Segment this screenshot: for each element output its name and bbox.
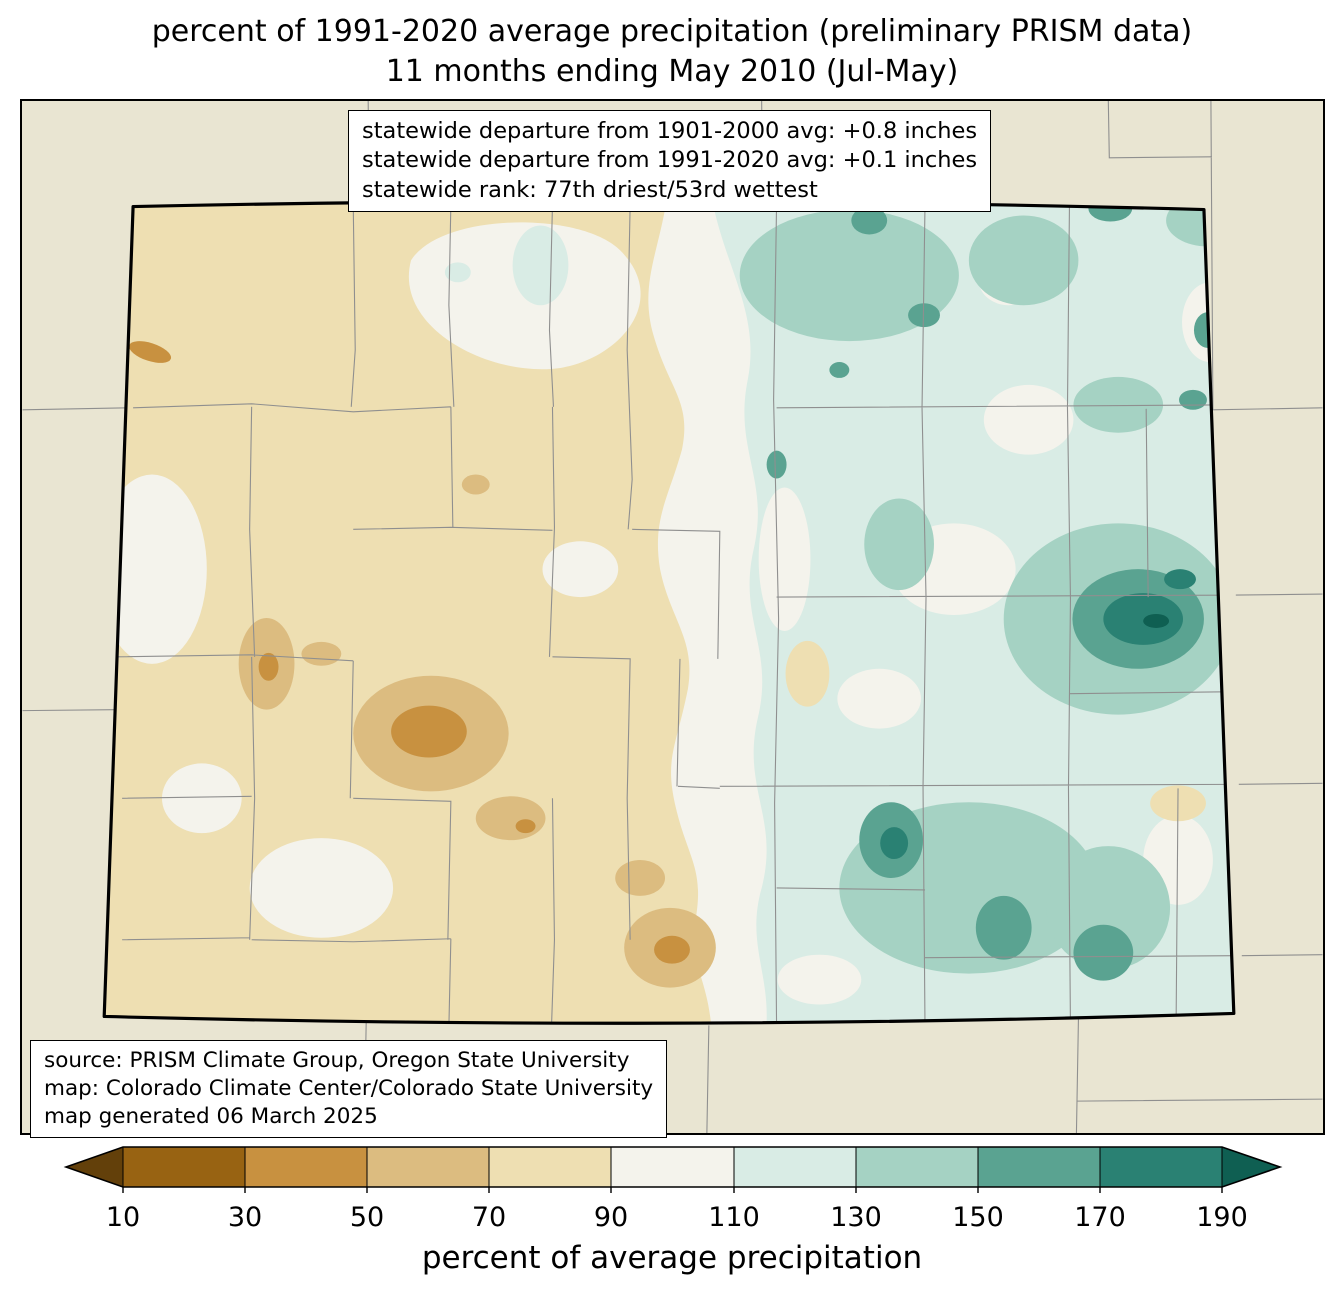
colorbar-tick-label: 170 [1074,1202,1126,1233]
colorbar-tick-label: 50 [350,1202,384,1233]
precip-map-frame [20,99,1325,1135]
stats-box: statewide departure from 1901-2000 avg: … [348,110,992,212]
colorado-precip-map [22,101,1323,1133]
source-line-2: map: Colorado Climate Center/Colorado St… [44,1075,654,1101]
stats-line-1: statewide departure from 1901-2000 avg: … [362,118,978,144]
colorbar-segment [978,1147,1100,1187]
source-line-3: map generated 06 March 2025 [44,1103,378,1129]
colorbar-right-arrow [1222,1147,1280,1187]
colorbar-tick-label: 90 [594,1202,628,1233]
colorbar-segment [367,1147,489,1187]
colorbar-segment [611,1147,734,1187]
colorbar-tick-label: 70 [472,1202,506,1233]
dry-region-layer [104,201,716,1024]
source-line-1: source: PRISM Climate Group, Oregon Stat… [44,1048,630,1073]
source-box: source: PRISM Climate Group, Oregon Stat… [30,1040,668,1138]
colorbar-segment [489,1147,611,1187]
colorbar-tick-label: 190 [1196,1202,1248,1233]
colorbar-caption: percent of average precipitation [421,1240,923,1276]
colorbar-tick-label: 30 [228,1202,262,1233]
colorbar-segment [856,1147,978,1187]
colorbar-tick-marks [122,1187,1223,1193]
page-title: percent of 1991-2020 average precipitati… [0,12,1344,91]
stats-line-3: statewide rank: 77th driest/53rd wettest [362,176,818,203]
stats-line-2: statewide departure from 1991-2020 avg: … [362,147,978,174]
colorbar-tick-label: 10 [106,1202,140,1233]
colorbar: 10 30 50 70 90 110 130 150 170 190 [57,1144,1287,1236]
colorbar-segment-dividers [122,1147,1223,1187]
wet-region-layer [709,201,1234,1024]
colorbar-left-arrow [66,1147,123,1187]
page-title-line1: percent of 1991-2020 average precipitati… [151,14,1193,49]
colorbar-tick-label: 150 [952,1202,1004,1233]
colorbar-tick-label: 130 [830,1202,882,1233]
colorbar-segment [245,1147,367,1187]
page-title-line2: 11 months ending May 2010 (Jul-May) [385,53,959,89]
colorbar-segment [123,1147,245,1187]
county-lines [117,201,1234,1024]
colorbar-segment [1100,1147,1222,1187]
colorbar-segment [734,1147,856,1187]
colorbar-tick-label: 110 [708,1202,760,1233]
